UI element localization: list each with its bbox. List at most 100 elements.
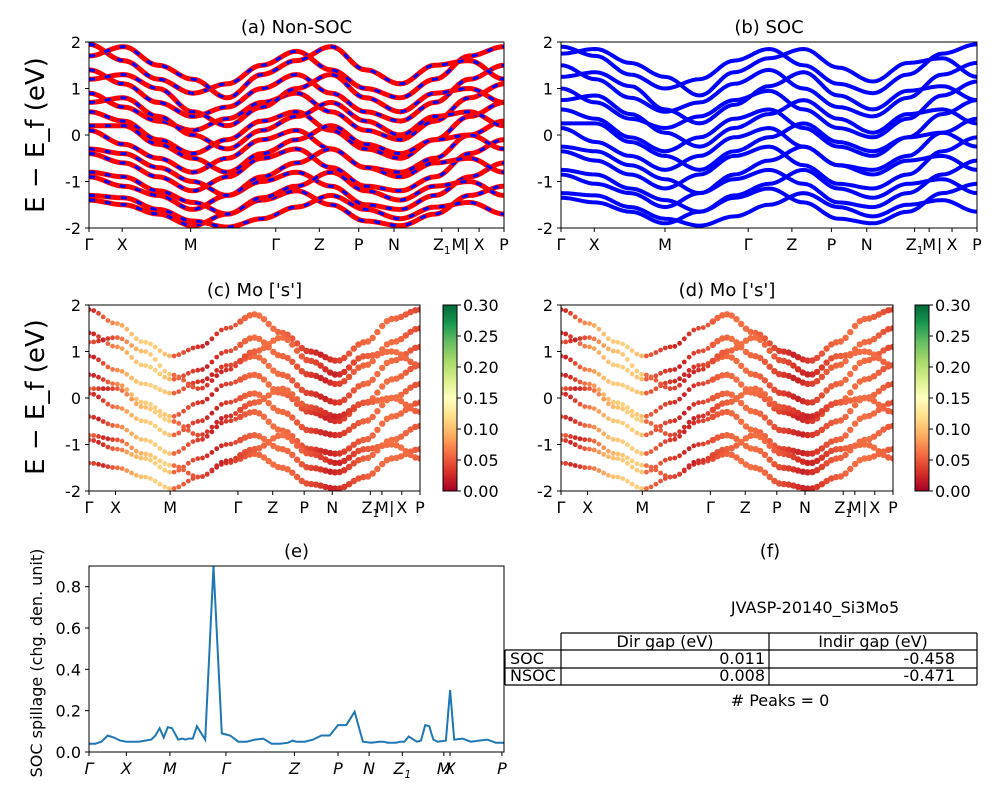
projection-point — [677, 415, 682, 421]
projection-point — [568, 394, 573, 400]
projection-point — [129, 331, 135, 337]
kpoint-label-b: Γ — [557, 235, 566, 254]
projection-point — [866, 375, 873, 382]
kpoint-label-c: X — [396, 498, 407, 517]
projection-point — [129, 396, 135, 402]
projection-point — [416, 343, 420, 351]
projection-point — [322, 430, 329, 437]
projection-point — [105, 341, 111, 347]
projection-point — [620, 420, 626, 426]
projection-point — [214, 354, 220, 360]
projection-point — [813, 378, 821, 385]
projection-point — [298, 353, 305, 360]
kpoint-label-a: M — [451, 235, 465, 254]
projection-point — [662, 345, 668, 351]
projection-point — [705, 346, 711, 351]
projection-point — [870, 373, 878, 380]
kpoint-label-a: Γ — [85, 235, 94, 254]
chart-title-a: (a) Non-SOC — [241, 17, 352, 38]
projection-point — [124, 391, 130, 397]
projection-point — [124, 326, 130, 332]
projection-point — [837, 417, 844, 424]
projection-point — [644, 372, 649, 378]
projection-point — [847, 328, 854, 336]
band-line-nonsoc-dash — [89, 96, 504, 151]
projection-point — [870, 453, 878, 460]
projection-point — [851, 460, 859, 468]
projection-point — [742, 367, 750, 374]
projection-point — [148, 341, 153, 347]
projection-point — [265, 341, 272, 348]
projection-point — [89, 307, 92, 312]
projection-point — [195, 344, 201, 350]
projection-point — [171, 469, 177, 475]
projection-point — [402, 355, 409, 362]
projection-point — [129, 470, 135, 476]
projection-point — [167, 432, 172, 438]
projection-point — [771, 386, 778, 393]
colorbar-c — [442, 304, 458, 492]
ytick-label-c: 0 — [71, 389, 81, 408]
band-line-nonsoc-dash — [89, 161, 504, 211]
projection-point — [696, 325, 701, 331]
projection-point — [105, 421, 111, 427]
projection-point — [162, 461, 168, 466]
projection-point — [284, 429, 291, 436]
projection-point — [582, 423, 588, 428]
projection-point — [823, 477, 830, 485]
projection-point — [152, 344, 158, 350]
projection-point — [766, 473, 773, 481]
projection-point — [658, 381, 663, 387]
projection-point — [152, 357, 158, 362]
projection-point — [115, 465, 120, 471]
band-line-nonsoc — [89, 192, 504, 228]
projection-point — [293, 442, 301, 449]
projection-point — [383, 395, 391, 402]
projection-point — [185, 370, 191, 376]
projection-point — [416, 408, 420, 416]
projection-point — [303, 426, 310, 434]
projection-point — [336, 380, 343, 387]
projection-point — [148, 420, 153, 426]
projection-point — [228, 325, 234, 330]
kpoint-label-e: X — [120, 759, 133, 778]
projection-point — [672, 385, 678, 391]
projection-point — [289, 414, 296, 421]
projection-point — [369, 413, 376, 421]
projection-point — [686, 446, 692, 452]
projection-point — [260, 442, 268, 449]
projection-point — [374, 465, 381, 473]
projection-point — [274, 426, 282, 433]
projection-point — [610, 474, 616, 480]
projection-point — [284, 391, 291, 399]
projection-point — [388, 376, 395, 383]
projection-point — [364, 380, 372, 387]
projection-point — [662, 384, 668, 390]
panel-c-mo-s-projection: 0.00 0.05 0.10 0.15 0.20 0.25 0.30 (c) Mo ['s']… — [65, 280, 499, 520]
projection-point — [293, 347, 301, 354]
projection-point — [776, 403, 783, 410]
projection-point — [818, 481, 826, 488]
projection-point — [794, 467, 802, 474]
projection-point — [799, 468, 807, 475]
projection-point — [331, 417, 339, 425]
projection-point — [889, 306, 893, 313]
projection-point — [658, 478, 663, 484]
projection-point — [728, 451, 735, 458]
projection-point — [270, 435, 277, 442]
projection-point — [89, 339, 92, 345]
projection-point — [861, 376, 868, 383]
projection-point — [738, 381, 745, 388]
projection-point — [256, 354, 263, 361]
plot-area-a — [89, 42, 504, 228]
projection-point — [587, 367, 592, 373]
projection-point — [847, 443, 854, 451]
projection-point — [766, 347, 773, 354]
projection-point — [89, 432, 92, 438]
projection-point — [317, 407, 324, 414]
band-line-nonsoc — [89, 72, 504, 129]
kpoint-label-b: X — [589, 235, 600, 254]
projection-point — [629, 458, 635, 464]
ytick-label-b: -2 — [537, 219, 553, 238]
projection-point — [91, 433, 97, 438]
